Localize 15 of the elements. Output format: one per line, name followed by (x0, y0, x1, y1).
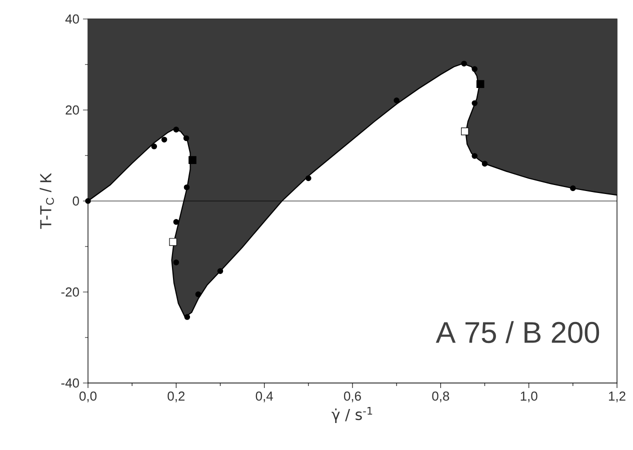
y-tick-label: 20 (66, 105, 79, 115)
y-tick-label: 40 (65, 14, 79, 24)
x-tick-label: 0,4 (256, 392, 273, 402)
x-tick-label: 1,2 (608, 392, 626, 402)
x-tick-label: 0,0 (80, 392, 97, 402)
y-tick-label: 0 (72, 196, 79, 206)
y-tick-label: -20 (61, 287, 79, 297)
x-axis-title: γ̇ / s$^{-1}$ (332, 407, 372, 423)
y-tick-label: -40 (61, 378, 79, 388)
annotation: A 75 / B 200 (436, 321, 600, 344)
x-tick-label: 1,0 (520, 392, 538, 402)
y-axis-title: T-T$_{C}$ / K (40, 173, 54, 229)
x-tick-label: 0,8 (432, 392, 450, 402)
x-tick-label: 0,6 (344, 392, 361, 402)
x-tick-label: 0,2 (168, 392, 185, 402)
